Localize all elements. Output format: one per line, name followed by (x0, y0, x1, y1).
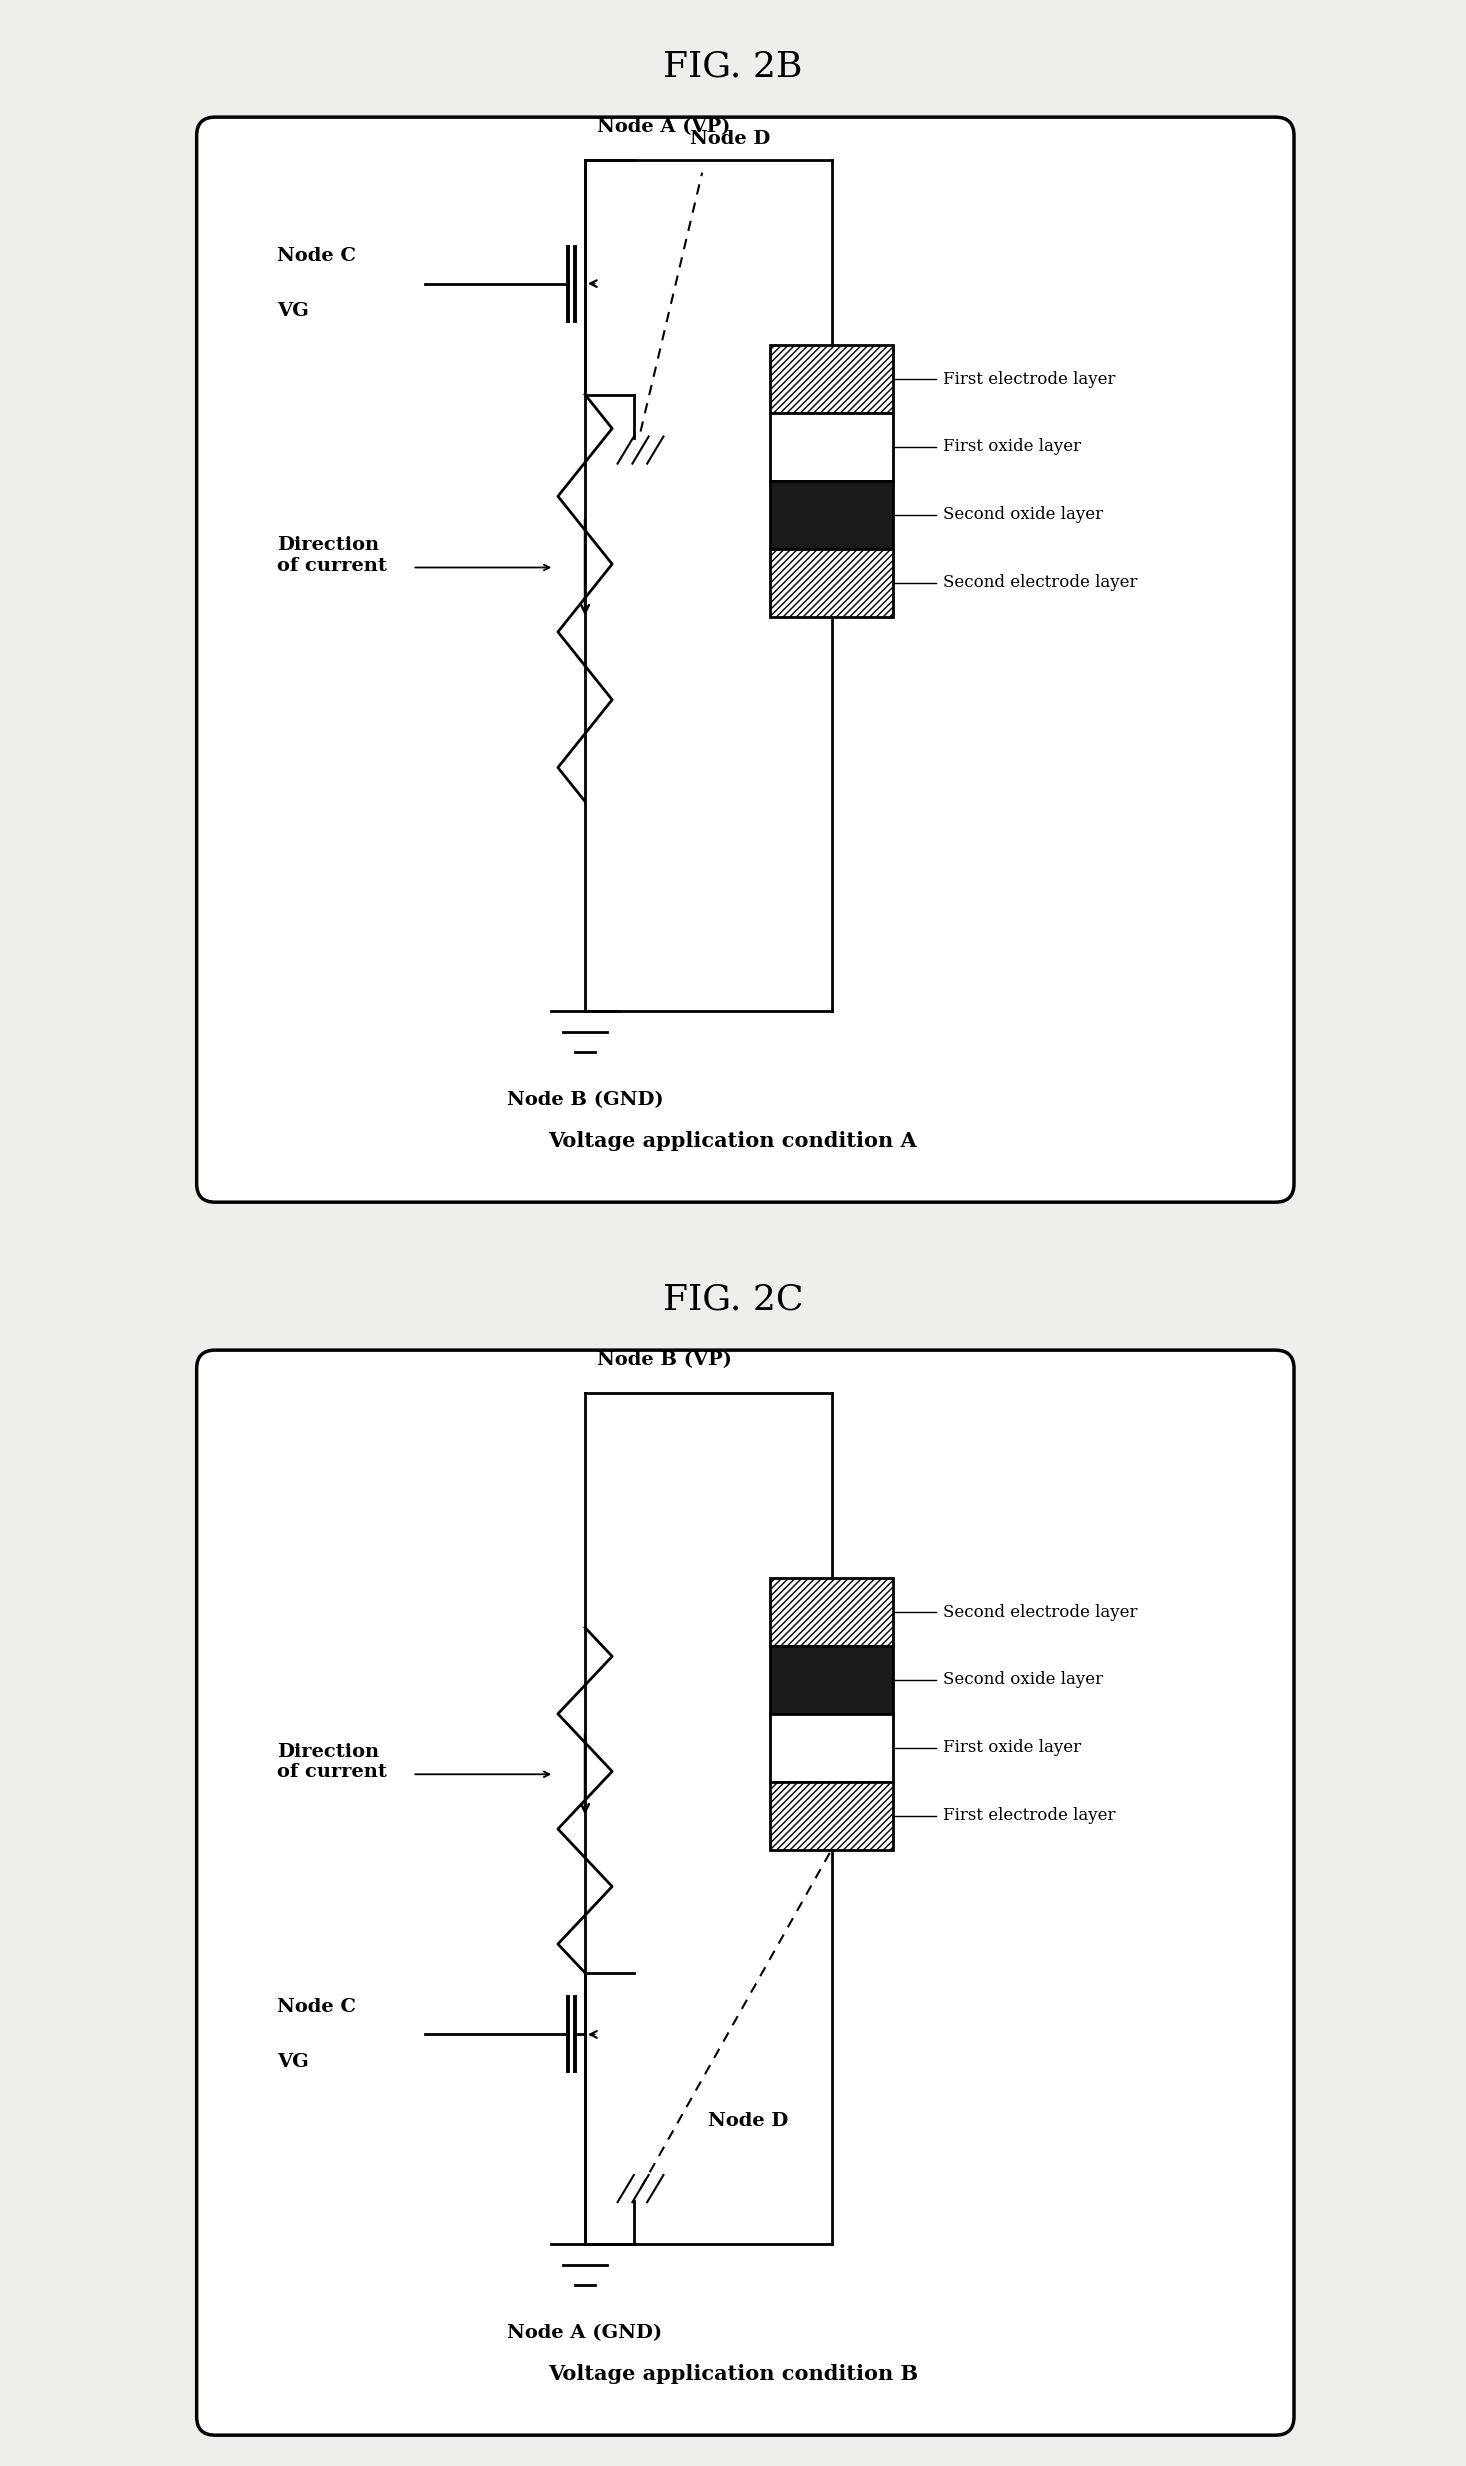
Text: First electrode layer: First electrode layer (943, 370, 1116, 387)
Text: Node B (GND): Node B (GND) (507, 1090, 663, 1110)
Bar (770, 1578, 893, 1647)
Text: Second oxide layer: Second oxide layer (943, 506, 1102, 523)
Text: Direction
of current: Direction of current (277, 535, 387, 575)
Text: Second electrode layer: Second electrode layer (943, 575, 1138, 592)
Text: Voltage application condition A: Voltage application condition A (548, 1129, 918, 1152)
Text: Voltage application condition B: Voltage application condition B (548, 2362, 918, 2385)
Text: Node B (VP): Node B (VP) (597, 1351, 732, 1369)
Text: Second electrode layer: Second electrode layer (943, 1603, 1138, 1620)
Text: Node D: Node D (708, 2111, 789, 2131)
Text: VG: VG (277, 2052, 308, 2071)
Text: First electrode layer: First electrode layer (943, 1808, 1116, 1825)
Text: VG: VG (277, 301, 308, 321)
Bar (770, 481, 893, 547)
FancyBboxPatch shape (196, 1351, 1294, 2436)
Bar (770, 1714, 893, 1780)
Text: Node D: Node D (690, 131, 770, 148)
Text: Direction
of current: Direction of current (277, 1743, 387, 1780)
Bar (770, 345, 893, 412)
Bar (770, 1780, 893, 1850)
Text: FIG. 2B: FIG. 2B (663, 49, 803, 84)
Text: Node A (VP): Node A (VP) (597, 118, 730, 136)
Bar (770, 1647, 893, 1714)
Text: Second oxide layer: Second oxide layer (943, 1672, 1102, 1689)
Text: FIG. 2C: FIG. 2C (663, 1282, 803, 1317)
Text: First oxide layer: First oxide layer (943, 439, 1080, 456)
Text: Node C: Node C (277, 1997, 356, 2017)
Text: Node A (GND): Node A (GND) (507, 2323, 663, 2343)
Bar (770, 412, 893, 481)
Bar (770, 550, 893, 616)
FancyBboxPatch shape (196, 118, 1294, 1201)
Text: First oxide layer: First oxide layer (943, 1739, 1080, 1756)
Text: Node C: Node C (277, 247, 356, 264)
